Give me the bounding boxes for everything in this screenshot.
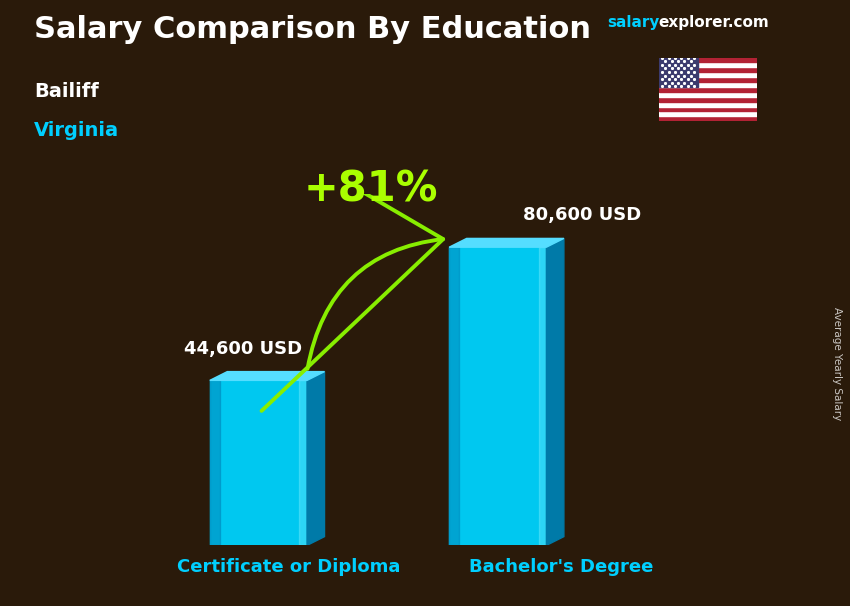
Text: Bailiff: Bailiff — [34, 82, 99, 101]
Bar — [659, 82, 756, 87]
Polygon shape — [307, 371, 325, 545]
Polygon shape — [299, 381, 307, 545]
Bar — [659, 107, 756, 112]
Text: 44,600 USD: 44,600 USD — [184, 339, 303, 358]
Text: Average Yearly Salary: Average Yearly Salary — [832, 307, 842, 420]
Text: +81%: +81% — [303, 168, 438, 210]
Text: Bachelor's Degree: Bachelor's Degree — [469, 558, 653, 576]
Polygon shape — [210, 381, 219, 545]
Text: Virginia: Virginia — [34, 121, 119, 140]
Bar — [659, 67, 756, 72]
Polygon shape — [539, 247, 547, 545]
Polygon shape — [449, 247, 459, 545]
Bar — [659, 87, 756, 92]
Bar — [659, 77, 756, 82]
Text: salary: salary — [608, 15, 660, 30]
Text: Certificate or Diploma: Certificate or Diploma — [178, 558, 400, 576]
Bar — [659, 92, 756, 97]
Text: Salary Comparison By Education: Salary Comparison By Education — [34, 15, 591, 44]
Polygon shape — [547, 238, 564, 545]
Bar — [659, 102, 756, 107]
Polygon shape — [210, 371, 325, 381]
Text: 80,600 USD: 80,600 USD — [524, 207, 642, 224]
Text: explorer.com: explorer.com — [659, 15, 769, 30]
Bar — [659, 58, 756, 62]
Bar — [659, 112, 756, 116]
Bar — [210, 381, 307, 545]
Bar — [659, 116, 756, 121]
Bar — [659, 72, 756, 77]
Bar — [659, 58, 698, 87]
Bar — [659, 62, 756, 67]
Polygon shape — [449, 238, 564, 247]
FancyArrowPatch shape — [227, 113, 443, 411]
Bar — [449, 247, 547, 545]
Bar — [659, 97, 756, 102]
